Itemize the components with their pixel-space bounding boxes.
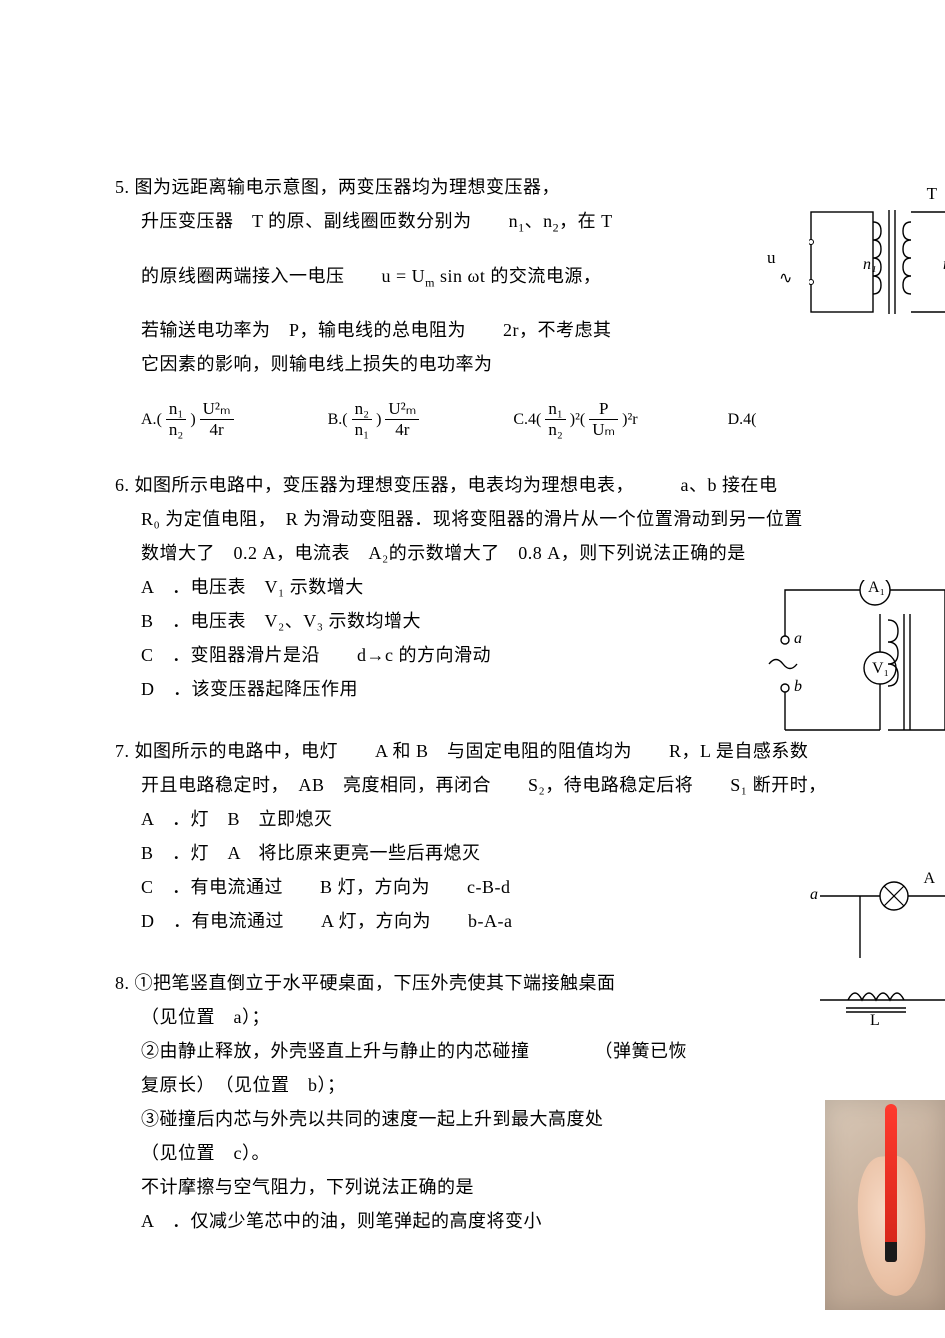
fig1-tilde-icon: ∿ <box>779 268 792 288</box>
fig2-label-a1: A₁ <box>868 579 885 597</box>
fig4-pen-shape <box>885 1104 897 1262</box>
q8-line4: 不计摩擦与空气阻力，下列说法正确的是 <box>115 1170 945 1204</box>
q5-option-a: A.( n₁n₂) U²ₘ4r <box>141 399 238 440</box>
q7-figure: a A L <box>810 850 945 1040</box>
q5-option-c: C.4( n₁n₂)²( PUₘ)²r <box>513 399 637 440</box>
fig3-label-a: a <box>810 886 818 904</box>
fig3-label-A: A <box>923 870 935 888</box>
fig3-label-L: L <box>870 1012 880 1030</box>
q7-line2: 开且电路稳定时， AB 亮度相同，再闭合 S₂，待电路稳定后将 S₁ 断开时， <box>115 768 945 802</box>
q6-line3: 数增大了 0.2 A，电流表 A₂的示数增大了 0.8 A，则下列说法正确的是 <box>115 536 945 570</box>
q7-option-a: A ．灯 B 立即熄灭 <box>115 802 945 836</box>
q8-option-a: A ．仅减少笔芯中的油，则笔弹起的高度将变小 <box>115 1204 945 1238</box>
q6-line2: R₀ 为定值电阻， R 为滑动变阻器．现将变阻器的滑片从一个位置滑动到另一位置 <box>115 502 945 536</box>
q5-options: A.( n₁n₂) U²ₘ4r B.( n₂n₁) U²ₘ4r C.4( n₁n… <box>115 399 945 440</box>
fig2-label-v1: V₁ <box>872 660 889 678</box>
q8-line3b: （见位置 c）。 <box>115 1136 945 1170</box>
fig2-circuit-svg <box>750 580 945 750</box>
fig1-label-u: u <box>767 248 776 268</box>
q6-figure: A₁ V₁ a b <box>750 580 945 750</box>
q5-line5: 它因素的影响，则输电线上损失的电功率为 <box>115 347 945 381</box>
fig2-label-b: b <box>794 678 802 696</box>
q8-line3: ③碰撞后内芯与外壳以共同的速度一起上升到最大高度处 <box>115 1102 945 1136</box>
q8-line2b: 复原长） （见位置 b）； <box>115 1068 945 1102</box>
fig2-label-a: a <box>794 630 802 648</box>
q6-line1: 6. 如图所示电路中，变压器为理想变压器，电表均为理想电表， a、b 接在电 <box>115 468 945 502</box>
fig1-circuit-svg <box>809 194 945 334</box>
q5-figure: T u ∿ n₁ n <box>765 186 945 346</box>
q5-option-b: B.( n₂n₁) U²ₘ4r <box>328 399 424 440</box>
q8-figure <box>825 1100 945 1310</box>
q5-option-d: D.4( <box>728 399 757 440</box>
